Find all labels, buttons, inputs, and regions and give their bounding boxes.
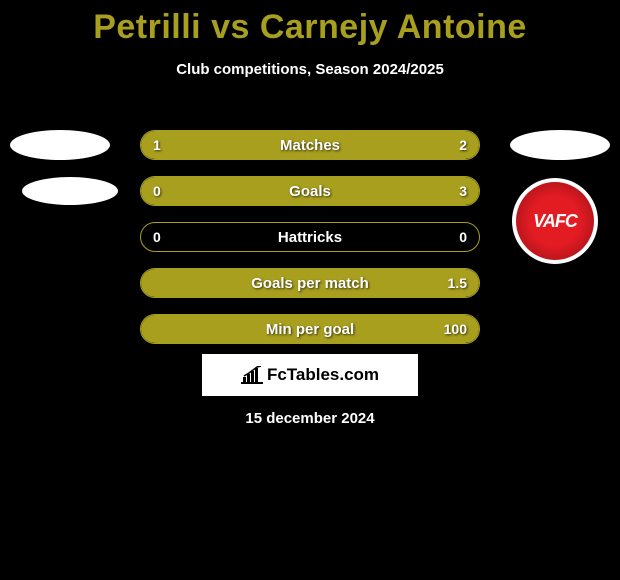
stat-value-right: 3 [459,183,467,199]
stat-value-right: 2 [459,137,467,153]
stat-bar: 0 0 Hattricks [140,222,480,252]
stat-row: 1.5 Goals per match [0,260,620,306]
bar-chart-icon [241,366,263,384]
footer-brand: FcTables.com [202,354,418,396]
club-logo-text: VAFC [533,211,577,232]
stat-bar: 100 Min per goal [140,314,480,344]
stat-value-right: 1.5 [448,275,467,291]
club-logo-inner: VAFC [516,182,594,260]
stat-label: Matches [280,137,340,154]
player-avatar-left [22,177,118,205]
stat-value-left: 0 [153,183,161,199]
player-avatar-right [510,130,610,160]
page-title: Petrilli vs Carnejy Antoine [0,0,620,47]
stat-bar: 1.5 Goals per match [140,268,480,298]
stat-label: Hattricks [278,229,342,246]
stat-row: 1 2 Matches [0,122,620,168]
page-subtitle: Club competitions, Season 2024/2025 [0,61,620,78]
date-text: 15 december 2024 [0,410,620,427]
stat-label: Goals [289,183,331,200]
stat-bar: 1 2 Matches [140,130,480,160]
stat-value-left: 0 [153,229,161,245]
club-logo-right: VAFC [512,178,598,264]
stat-row: 100 Min per goal [0,306,620,352]
stat-label: Min per goal [266,321,354,338]
footer-brand-text: FcTables.com [267,365,379,385]
stat-value-right: 100 [444,321,467,337]
player-avatar-left [10,130,110,160]
stat-bar: 0 3 Goals [140,176,480,206]
stat-value-right: 0 [459,229,467,245]
stat-label: Goals per match [251,275,369,292]
stat-value-left: 1 [153,137,161,153]
